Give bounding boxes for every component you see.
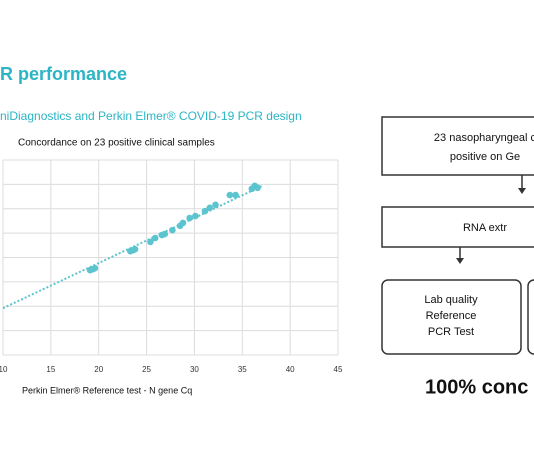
box (381, 279, 522, 355)
point (147, 238, 154, 246)
point (212, 201, 219, 209)
box-text: PCR Test (428, 326, 474, 338)
point (179, 219, 187, 227)
point (226, 191, 234, 199)
arrow-head (456, 258, 464, 264)
x-tick-label: 30 (190, 365, 199, 374)
x-tick-label: 40 (286, 365, 295, 374)
point (232, 191, 239, 199)
point (161, 230, 169, 238)
x-tick-label: 35 (238, 365, 247, 374)
box (381, 206, 534, 248)
arrow-head (518, 188, 526, 194)
box-text: Reference (426, 310, 477, 322)
box (527, 279, 534, 355)
x-tick-label: 20 (94, 365, 103, 374)
x-axis-label: Perkin Elmer® Reference test - N gene Cq (22, 385, 192, 395)
slide-subtitle: niDiagnostics and Perkin Elmer® COVID-19… (0, 109, 302, 123)
result-text: 100% conc (425, 376, 528, 398)
x-tick-label: 25 (142, 365, 151, 374)
box-text: 23 nasopharyngeal c (434, 132, 534, 144)
point (254, 184, 261, 192)
point (192, 212, 199, 220)
point (206, 204, 214, 212)
point (186, 214, 193, 222)
chart-title: Concordance on 23 positive clinical samp… (18, 138, 215, 149)
slide-title: R performance (0, 64, 127, 84)
x-tick-label: 15 (46, 365, 55, 374)
point (131, 245, 139, 253)
point (169, 226, 176, 234)
point (91, 264, 99, 272)
point (151, 234, 159, 242)
box (381, 116, 534, 176)
box-text: Lab quality (424, 294, 478, 306)
x-tick-label: 45 (334, 365, 343, 374)
x-tick-label: 10 (0, 365, 8, 374)
box-text: RNA extr (463, 222, 507, 234)
box-text: positive on Ge (450, 151, 520, 163)
point (201, 207, 209, 215)
